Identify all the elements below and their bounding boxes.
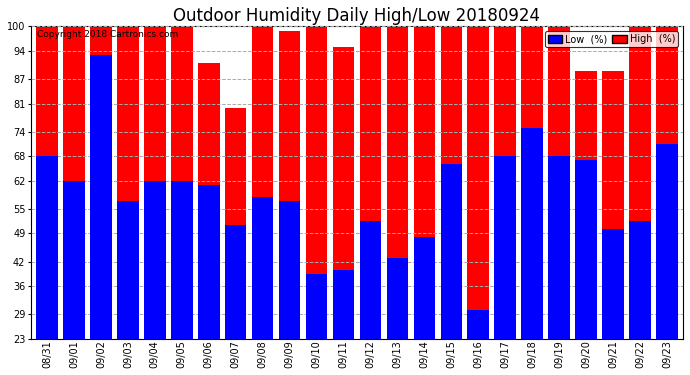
Bar bbox=[225, 225, 246, 375]
Text: Copyright 2018 Cartronics.com: Copyright 2018 Cartronics.com bbox=[37, 30, 179, 39]
Title: Outdoor Humidity Daily High/Low 20180924: Outdoor Humidity Daily High/Low 20180924 bbox=[173, 7, 540, 25]
Bar bbox=[440, 164, 462, 375]
Bar bbox=[467, 310, 489, 375]
Bar bbox=[359, 27, 381, 375]
Bar bbox=[386, 27, 408, 375]
Bar bbox=[90, 27, 112, 375]
Bar bbox=[144, 27, 166, 375]
Bar bbox=[495, 156, 516, 375]
Bar bbox=[306, 27, 327, 375]
Bar bbox=[629, 27, 651, 375]
Bar bbox=[467, 27, 489, 375]
Bar bbox=[171, 27, 193, 375]
Bar bbox=[144, 180, 166, 375]
Bar bbox=[117, 201, 139, 375]
Bar bbox=[656, 144, 678, 375]
Bar bbox=[440, 27, 462, 375]
Bar bbox=[575, 160, 597, 375]
Bar bbox=[279, 201, 300, 375]
Bar bbox=[629, 221, 651, 375]
Bar bbox=[495, 27, 516, 375]
Bar bbox=[333, 270, 354, 375]
Bar bbox=[279, 30, 300, 375]
Bar bbox=[171, 180, 193, 375]
Bar bbox=[225, 108, 246, 375]
Bar bbox=[37, 156, 58, 375]
Bar bbox=[602, 229, 624, 375]
Bar bbox=[386, 258, 408, 375]
Bar bbox=[252, 27, 273, 375]
Bar bbox=[522, 27, 543, 375]
Bar bbox=[117, 27, 139, 375]
Bar bbox=[549, 27, 570, 375]
Bar bbox=[306, 274, 327, 375]
Bar bbox=[198, 63, 219, 375]
Bar bbox=[37, 27, 58, 375]
Bar bbox=[63, 180, 85, 375]
Bar bbox=[90, 55, 112, 375]
Bar bbox=[198, 184, 219, 375]
Bar bbox=[333, 47, 354, 375]
Bar bbox=[252, 197, 273, 375]
Bar bbox=[602, 71, 624, 375]
Legend: Low  (%), High  (%): Low (%), High (%) bbox=[544, 32, 678, 47]
Bar bbox=[656, 27, 678, 375]
Bar bbox=[522, 128, 543, 375]
Bar bbox=[63, 27, 85, 375]
Bar bbox=[413, 27, 435, 375]
Bar bbox=[575, 71, 597, 375]
Bar bbox=[359, 221, 381, 375]
Bar bbox=[413, 237, 435, 375]
Bar bbox=[549, 156, 570, 375]
